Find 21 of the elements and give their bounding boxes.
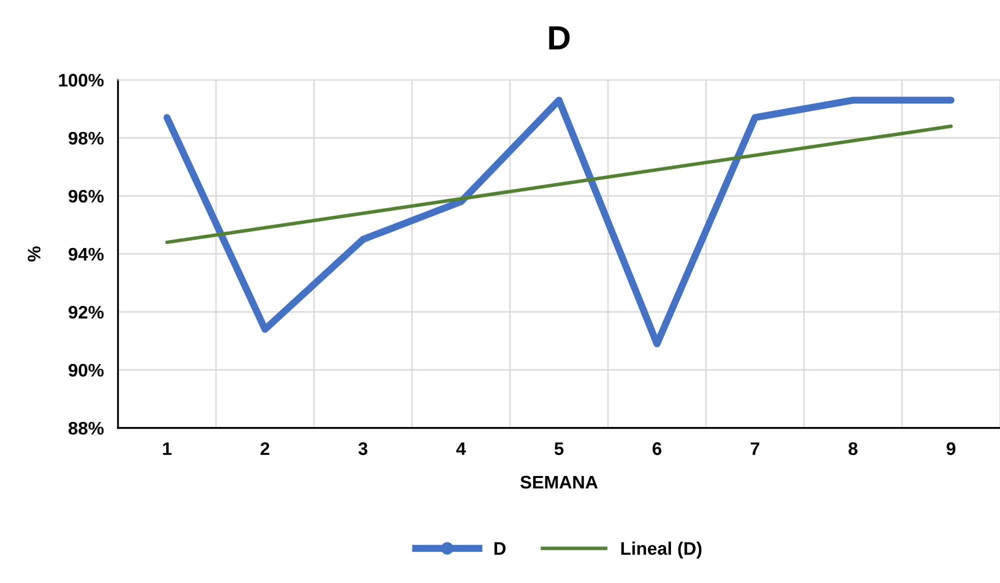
chart-title: D <box>549 26 570 50</box>
y-tick-label: 94% <box>68 248 104 261</box>
legend-label: Lineal (D) <box>621 542 702 558</box>
x-tick-label: 3 <box>358 442 368 456</box>
y-tick-label: 100% <box>59 74 104 87</box>
y-tick-label: 88% <box>68 422 104 435</box>
x-tick-label: 1 <box>163 442 172 455</box>
y-tick-label: 92% <box>68 306 104 319</box>
x-tick-label: 5 <box>554 442 564 456</box>
y-tick-label: 96% <box>68 190 104 203</box>
legend-label: D <box>494 542 506 555</box>
y-axis-title: % <box>28 246 40 262</box>
x-tick-label: 6 <box>652 442 662 456</box>
x-tick-label: 2 <box>260 442 270 455</box>
x-tick-label: 9 <box>946 442 956 456</box>
y-tick-label: 98% <box>68 132 104 145</box>
x-tick-label: 7 <box>750 442 760 455</box>
x-tick-label: 8 <box>848 442 858 456</box>
y-tick-label: 90% <box>68 364 104 377</box>
x-tick-label: 4 <box>456 442 466 455</box>
x-axis-title: SEMANA <box>520 476 598 489</box>
